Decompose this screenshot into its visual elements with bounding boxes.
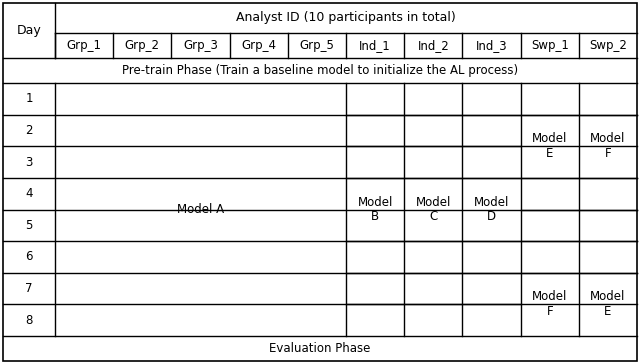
Text: Pre-train Phase (Train a baseline model to initialize the AL process): Pre-train Phase (Train a baseline model … — [122, 64, 518, 77]
Text: Swp_1: Swp_1 — [531, 39, 568, 52]
Text: Swp_2: Swp_2 — [589, 39, 627, 52]
Text: 5: 5 — [26, 219, 33, 232]
Text: 8: 8 — [26, 314, 33, 327]
Text: 3: 3 — [26, 155, 33, 169]
Text: Model
C: Model C — [415, 195, 451, 223]
Text: Grp_1: Grp_1 — [67, 39, 102, 52]
Text: Analyst ID (10 participants in total): Analyst ID (10 participants in total) — [236, 12, 456, 24]
Text: Model
F: Model F — [532, 290, 568, 318]
Text: Model
B: Model B — [357, 195, 393, 223]
Text: 7: 7 — [25, 282, 33, 295]
Text: Ind_1: Ind_1 — [359, 39, 391, 52]
Text: Grp_5: Grp_5 — [300, 39, 334, 52]
Text: Evaluation Phase: Evaluation Phase — [269, 342, 371, 355]
Text: Model
E: Model E — [532, 132, 568, 160]
Text: 4: 4 — [25, 187, 33, 200]
Text: Model
D: Model D — [474, 195, 509, 223]
Text: 1: 1 — [25, 92, 33, 105]
Text: Grp_2: Grp_2 — [125, 39, 160, 52]
Text: Model
F: Model F — [590, 132, 625, 160]
Text: Grp_4: Grp_4 — [241, 39, 276, 52]
Text: Model A: Model A — [177, 203, 224, 216]
Text: Ind_2: Ind_2 — [417, 39, 449, 52]
Text: Day: Day — [17, 24, 42, 37]
Text: Grp_3: Grp_3 — [183, 39, 218, 52]
Text: Model
E: Model E — [590, 290, 625, 318]
Text: Ind_3: Ind_3 — [476, 39, 508, 52]
Text: 2: 2 — [25, 124, 33, 137]
Text: 6: 6 — [25, 250, 33, 264]
